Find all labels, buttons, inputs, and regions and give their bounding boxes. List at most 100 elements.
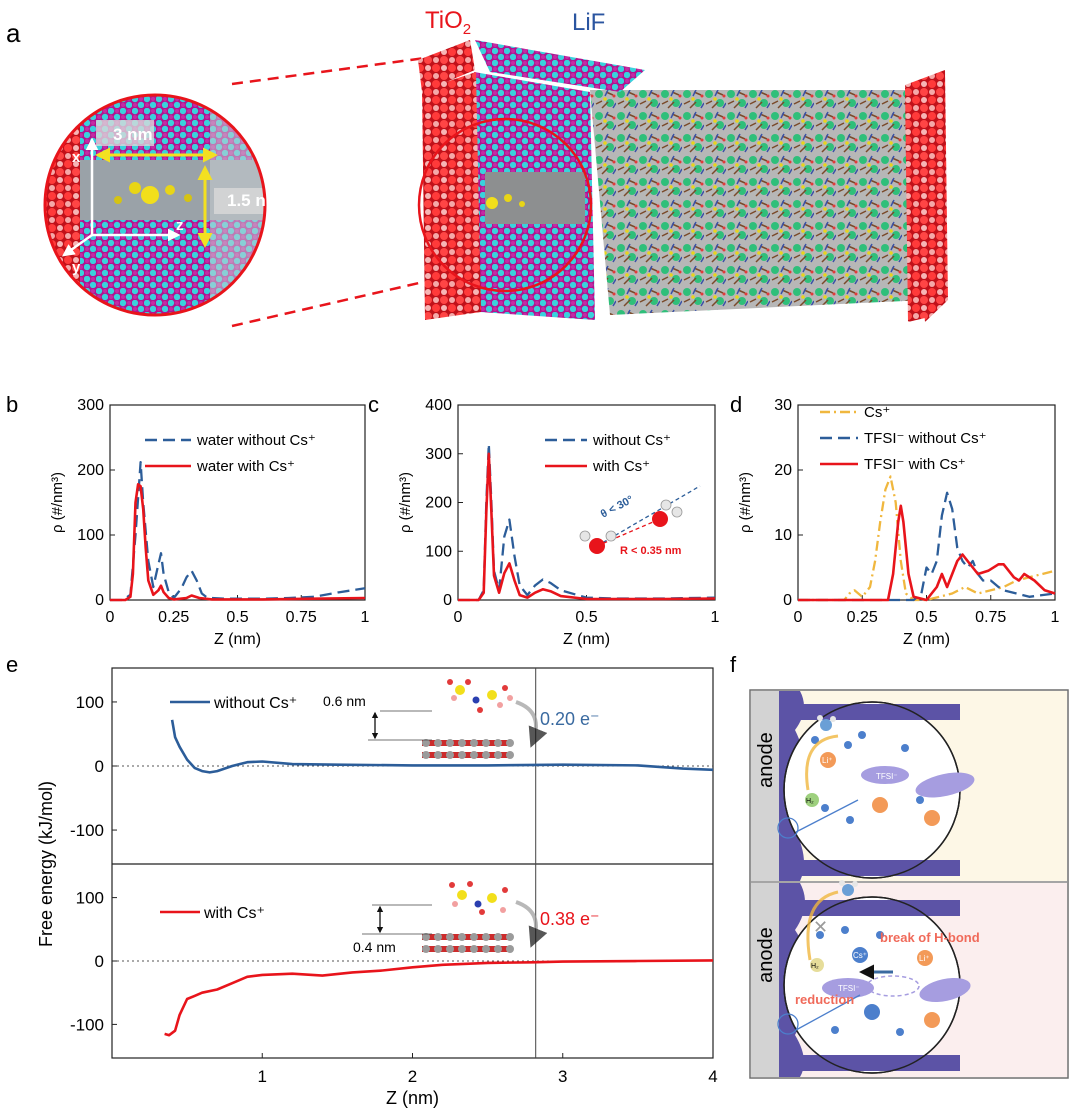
inset-distance-bottom: 0.4 nm <box>353 939 396 955</box>
legend-label-d-2: TFSI⁻ with Cs⁺ <box>864 456 966 473</box>
axis-y-label: y <box>72 259 81 276</box>
chart-e: 100 0 -100 without Cs⁺ 100 0 -100 with Cs⁺ 1 2 3 4 Z… <box>36 667 718 1108</box>
tio2-slab-left <box>422 72 481 320</box>
x-axis-label-e: Z (nm) <box>386 1088 439 1108</box>
x-tick-label-b-3: 0.75 <box>286 609 317 626</box>
simulation-box <box>417 40 948 322</box>
x-tick-label-b-1: 0.25 <box>158 609 189 626</box>
legend-label-b-0: water without Cs⁺ <box>196 432 316 449</box>
panel-c-inset: θ < 30° R < 0.35 nm <box>579 485 701 557</box>
series-line-c-0 <box>458 442 716 602</box>
series-line-c-1 <box>458 452 716 602</box>
panel-e-inset-bottom: 0.4 nm 0.38 e⁻ <box>353 881 600 955</box>
y-axis-label-d: ρ (#/nm³) <box>737 472 754 533</box>
y-tick-label-d-0: 0 <box>783 592 792 609</box>
h2-label-top: H₂ <box>806 798 814 805</box>
panel-label-e: e <box>6 652 18 677</box>
legend-label-e-0: without Cs⁺ <box>213 695 297 712</box>
width-label: 3 nm <box>113 125 153 144</box>
inset-distance-top: 0.6 nm <box>323 693 366 709</box>
x-axis-label-b: Z (nm) <box>214 631 261 648</box>
series-line-e-0 <box>170 719 714 774</box>
zoom-guide-top <box>231 56 426 86</box>
x-axis-label-d: Z (nm) <box>903 631 950 648</box>
x-tick-label-e-0: 1 <box>258 1067 267 1086</box>
x-tick-label-e-2: 3 <box>558 1067 567 1086</box>
li-label-top: Li⁺ <box>822 756 832 765</box>
lif-label: LiF <box>572 9 605 36</box>
x-tick-label-d-3: 0.75 <box>975 609 1006 626</box>
series-line-b-1 <box>110 482 366 602</box>
chart-b: 0 0.25 0.5 0.75 1 0 100 200 300 Z (nm) ρ (#/nm³) wa… <box>49 397 370 648</box>
series-line-d-1 <box>798 491 1056 602</box>
panel-label-a: a <box>6 18 21 48</box>
zoom-circle: 3 nm 1.5 nm x z y <box>43 93 281 317</box>
legend-label-d-0: Cs⁺ <box>864 404 890 421</box>
anode-label-bottom: anode <box>755 927 777 983</box>
cs-label-bottom: Cs⁺ <box>853 951 867 960</box>
y-tick-label-b-1: 100 <box>77 527 104 544</box>
h2-label-bottom: H₂ <box>811 963 819 970</box>
reduction-label: reduction <box>795 992 854 1007</box>
x-tick-label-c-0: 0 <box>454 609 463 626</box>
y-tick-label-e-1-2: -100 <box>70 1015 104 1034</box>
panel-label-f: f <box>730 652 737 677</box>
y-tick-label-c-1: 100 <box>425 543 452 560</box>
y-tick-label-b-2: 200 <box>77 462 104 479</box>
legend-label-b-1: water with Cs⁺ <box>196 458 295 475</box>
panel-label-d: d <box>730 392 742 417</box>
x-axis-label-c: Z (nm) <box>563 631 610 648</box>
x-tick-label-d-4: 1 <box>1051 609 1060 626</box>
plot-frame-e <box>111 667 714 1059</box>
tfsi-label-bottom: TFSI⁻ <box>838 984 860 993</box>
legend-label-c-0: without Cs⁺ <box>592 432 671 449</box>
legend-label-d-1: TFSI⁻ without Cs⁺ <box>864 430 987 447</box>
axis-x-label: x <box>72 149 81 166</box>
y-tick-label-e-0-0: 100 <box>76 693 104 712</box>
tfsi-label-top: TFSI⁻ <box>876 772 898 781</box>
chart-c: 0 0.5 1 0 100 200 300 400 Z (nm) ρ (#/nm³) without… <box>397 397 720 648</box>
x-tick-label-d-1: 0.25 <box>847 609 878 626</box>
y-tick-label-e-0-1: 0 <box>95 757 104 776</box>
y-tick-label-c-2: 200 <box>425 495 452 512</box>
y-tick-label-b-3: 300 <box>77 397 104 414</box>
blocked-cross-icon: ✕ <box>813 917 828 937</box>
y-tick-label-d-2: 20 <box>774 462 792 479</box>
panel-label-b: b <box>6 392 18 417</box>
series-line-e-1 <box>164 959 714 1037</box>
height-label: 1.5 nm <box>227 191 281 210</box>
break-hbond-label: break of H-bond <box>880 930 980 945</box>
charge-label-top: 0.20 e⁻ <box>540 709 600 729</box>
series-line-d-0 <box>798 475 1056 602</box>
li-label-bottom: Li⁺ <box>919 954 929 963</box>
y-tick-label-c-3: 300 <box>425 446 452 463</box>
x-tick-label-c-1: 0.5 <box>575 609 597 626</box>
tio2-label: TiO2 <box>425 7 471 38</box>
panel-f: anode TFSI⁻ Li⁺ H₂ anode TFSI⁻ <box>749 689 1069 1079</box>
panel-label-c: c <box>368 392 379 417</box>
charge-label-bottom: 0.38 e⁻ <box>540 909 600 929</box>
plot-frame-c <box>457 404 716 601</box>
x-tick-label-d-2: 0.5 <box>915 609 937 626</box>
x-tick-label-e-1: 2 <box>408 1067 417 1086</box>
y-tick-label-e-0-2: -100 <box>70 821 104 840</box>
y-tick-label-d-1: 10 <box>774 527 792 544</box>
zoom-guide-bottom <box>231 278 433 328</box>
inset-angle-label: θ < 30° <box>599 494 636 521</box>
y-tick-label-e-1-0: 100 <box>76 889 104 908</box>
tio2-slab-right <box>905 88 930 322</box>
y-tick-label-c-0: 0 <box>443 592 452 609</box>
legend-label-e-1: with Cs⁺ <box>203 905 265 922</box>
x-tick-label-e-3: 4 <box>708 1067 717 1086</box>
x-tick-label-b-0: 0 <box>106 609 115 626</box>
x-tick-label-b-4: 1 <box>361 609 370 626</box>
panel-a: a 3 nm 1.5 nm <box>6 7 948 328</box>
panel-e-inset-top: 0.6 nm 0.20 e⁻ <box>323 679 600 759</box>
legend-label-c-1: with Cs⁺ <box>592 458 650 475</box>
y-axis-label-c: ρ (#/nm³) <box>397 472 414 533</box>
y-axis-label-b: ρ (#/nm³) <box>49 472 66 533</box>
axis-z-label: z <box>176 217 184 234</box>
series-line-d-2 <box>798 504 1056 602</box>
